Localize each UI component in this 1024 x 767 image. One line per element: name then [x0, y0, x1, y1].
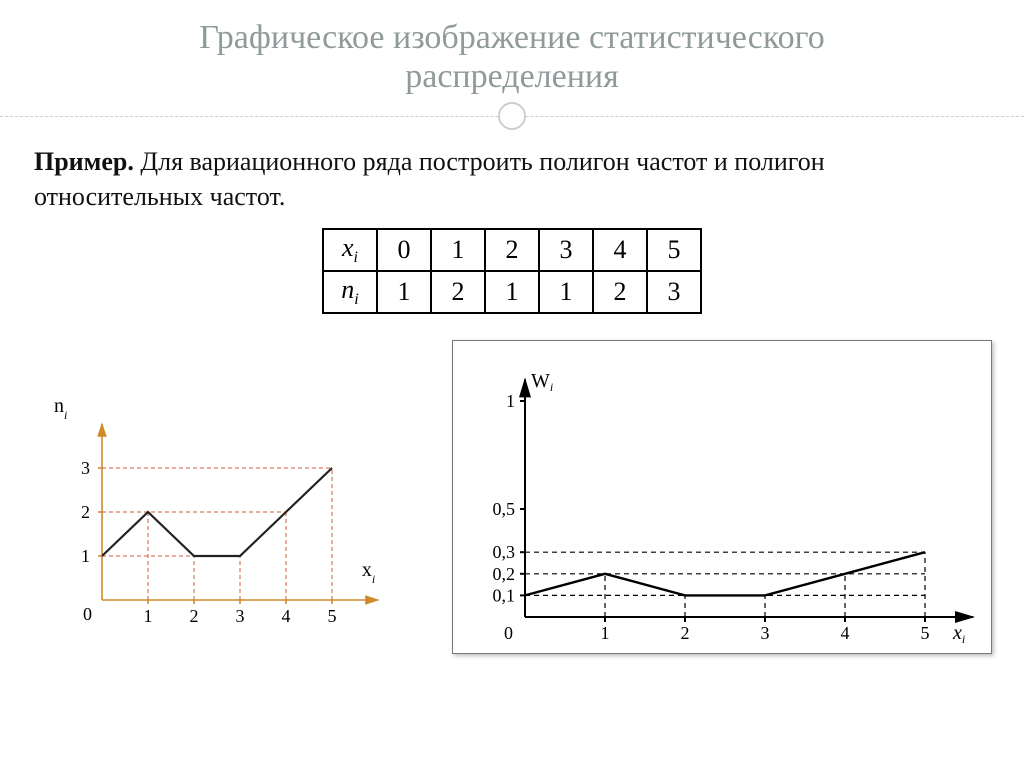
charts-row: 1 2 3 0 1 2 3 4 5 ni xi 0,10,20,3 0,5 1 0 1 2 3 4 5 Wi xi: [28, 340, 996, 654]
table-cell: 2: [485, 229, 539, 271]
svg-text:5: 5: [328, 606, 337, 626]
table-cell: 0: [377, 229, 431, 271]
svg-text:4: 4: [841, 623, 850, 643]
svg-text:0: 0: [504, 623, 513, 643]
svg-text:3: 3: [761, 623, 770, 643]
svg-text:4: 4: [282, 606, 291, 626]
svg-text:0,2: 0,2: [493, 564, 516, 584]
table-cell: 3: [647, 271, 701, 313]
svg-text:0,3: 0,3: [493, 543, 516, 563]
svg-text:0: 0: [83, 604, 92, 624]
svg-text:0,5: 0,5: [493, 499, 516, 519]
slide-title: Графическое изображение статистического …: [28, 18, 996, 96]
table-cell: 2: [431, 271, 485, 313]
svg-text:xi: xi: [362, 559, 375, 586]
example-paragraph: Пример. Для вариационного ряда построить…: [34, 144, 990, 214]
variation-table: xi 0 1 2 3 4 5 ni 1 2 1 1 2 3: [322, 228, 702, 314]
svg-text:3: 3: [236, 606, 245, 626]
svg-text:1: 1: [144, 606, 153, 626]
svg-text:1: 1: [601, 623, 610, 643]
title-line-2: распределения: [405, 58, 619, 95]
svg-text:xi: xi: [952, 622, 965, 646]
svg-text:2: 2: [81, 502, 90, 522]
title-line-1: Графическое изображение статистического: [199, 19, 824, 56]
table-cell: 4: [593, 229, 647, 271]
svg-text:2: 2: [190, 606, 199, 626]
table-row-ni: ni 1 2 1 1 2 3: [323, 271, 701, 313]
table-cell: 1: [539, 271, 593, 313]
svg-text:5: 5: [921, 623, 930, 643]
svg-text:ni: ni: [54, 395, 67, 422]
table-cell: 1: [431, 229, 485, 271]
table-cell: 1: [377, 271, 431, 313]
svg-text:2: 2: [681, 623, 690, 643]
table-cell: 2: [593, 271, 647, 313]
row-label-ni: ni: [323, 271, 377, 313]
table-row-xi: xi 0 1 2 3 4 5: [323, 229, 701, 271]
svg-text:1: 1: [506, 391, 515, 411]
frequency-polygon-chart: 1 2 3 0 1 2 3 4 5 ni xi: [32, 340, 412, 640]
svg-text:0,1: 0,1: [493, 586, 516, 606]
title-decoration: [28, 102, 996, 136]
table-cell: 1: [485, 271, 539, 313]
relative-frequency-polygon-chart: 0,10,20,3 0,5 1 0 1 2 3 4 5 Wi xi: [452, 340, 992, 654]
row-label-xi: xi: [323, 229, 377, 271]
table-cell: 5: [647, 229, 701, 271]
table-cell: 3: [539, 229, 593, 271]
svg-text:1: 1: [81, 546, 90, 566]
example-bold: Пример.: [34, 147, 134, 176]
example-text: Для вариационного ряда построить полигон…: [34, 147, 825, 211]
svg-text:Wi: Wi: [531, 370, 553, 394]
svg-text:3: 3: [81, 458, 90, 478]
